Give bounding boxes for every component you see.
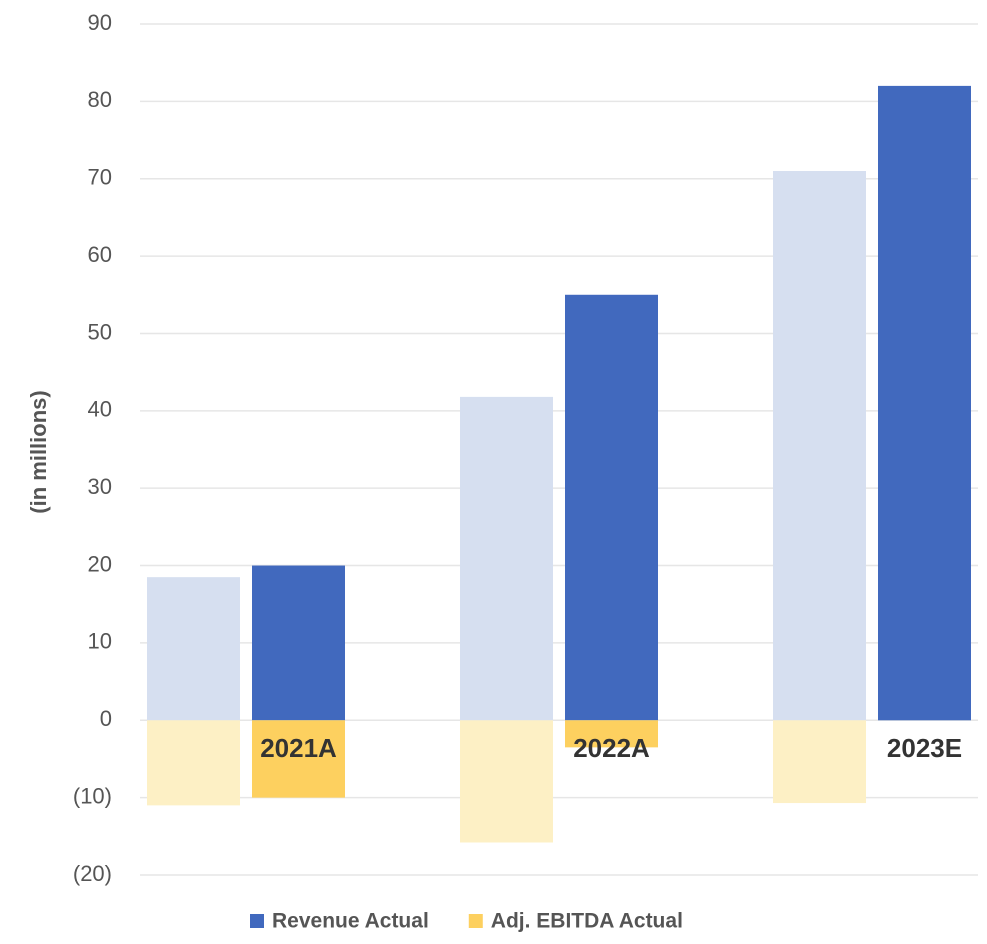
bar <box>252 720 345 798</box>
legend-swatch <box>468 914 483 928</box>
category-label: 2021A <box>260 733 337 763</box>
legend-swatch <box>250 914 264 928</box>
bar <box>147 720 240 806</box>
bar <box>773 170 866 721</box>
category-label: 2023E <box>887 733 962 763</box>
y-tick-label: 20 <box>88 551 112 576</box>
legend-label: Revenue Actual <box>272 910 429 933</box>
y-tick-label: 80 <box>88 87 112 112</box>
y-axis-label: (in millions) <box>26 390 51 513</box>
y-tick-label: 60 <box>88 242 112 267</box>
bar <box>878 85 971 721</box>
y-tick-label: 10 <box>88 629 112 654</box>
bar <box>460 396 553 721</box>
y-tick-label: 50 <box>88 319 112 344</box>
legend-label: Adj. EBITDA Actual <box>491 910 683 933</box>
bar <box>565 294 658 721</box>
category-label: 2022A <box>573 733 650 763</box>
bar <box>565 720 658 748</box>
y-tick-label: (20) <box>73 861 112 886</box>
bar <box>252 565 345 721</box>
y-tick-label: (10) <box>73 783 112 808</box>
bar <box>147 577 240 721</box>
bar <box>460 720 553 843</box>
y-tick-label: 0 <box>100 706 112 731</box>
y-tick-label: 30 <box>88 474 112 499</box>
y-tick-label: 40 <box>88 397 112 422</box>
bar <box>773 720 866 804</box>
y-tick-label: 70 <box>88 165 112 190</box>
y-tick-label: 90 <box>88 10 112 35</box>
